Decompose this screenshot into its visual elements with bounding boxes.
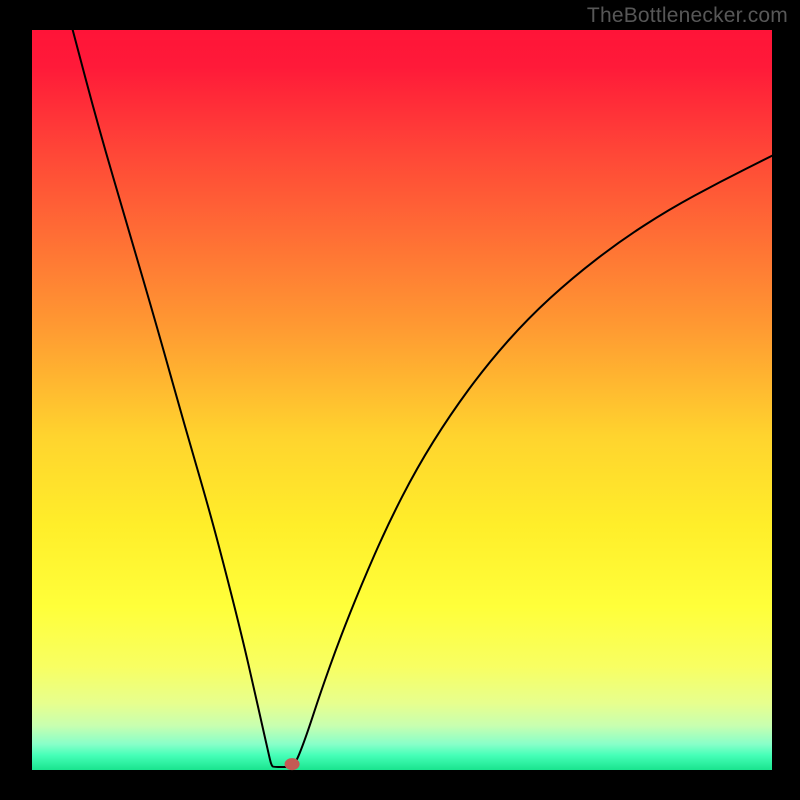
chart-plot-area [32,30,772,770]
watermark-text: TheBottlenecker.com [587,4,788,28]
chart-curve [32,30,772,770]
chart-minimum-marker [285,758,300,770]
